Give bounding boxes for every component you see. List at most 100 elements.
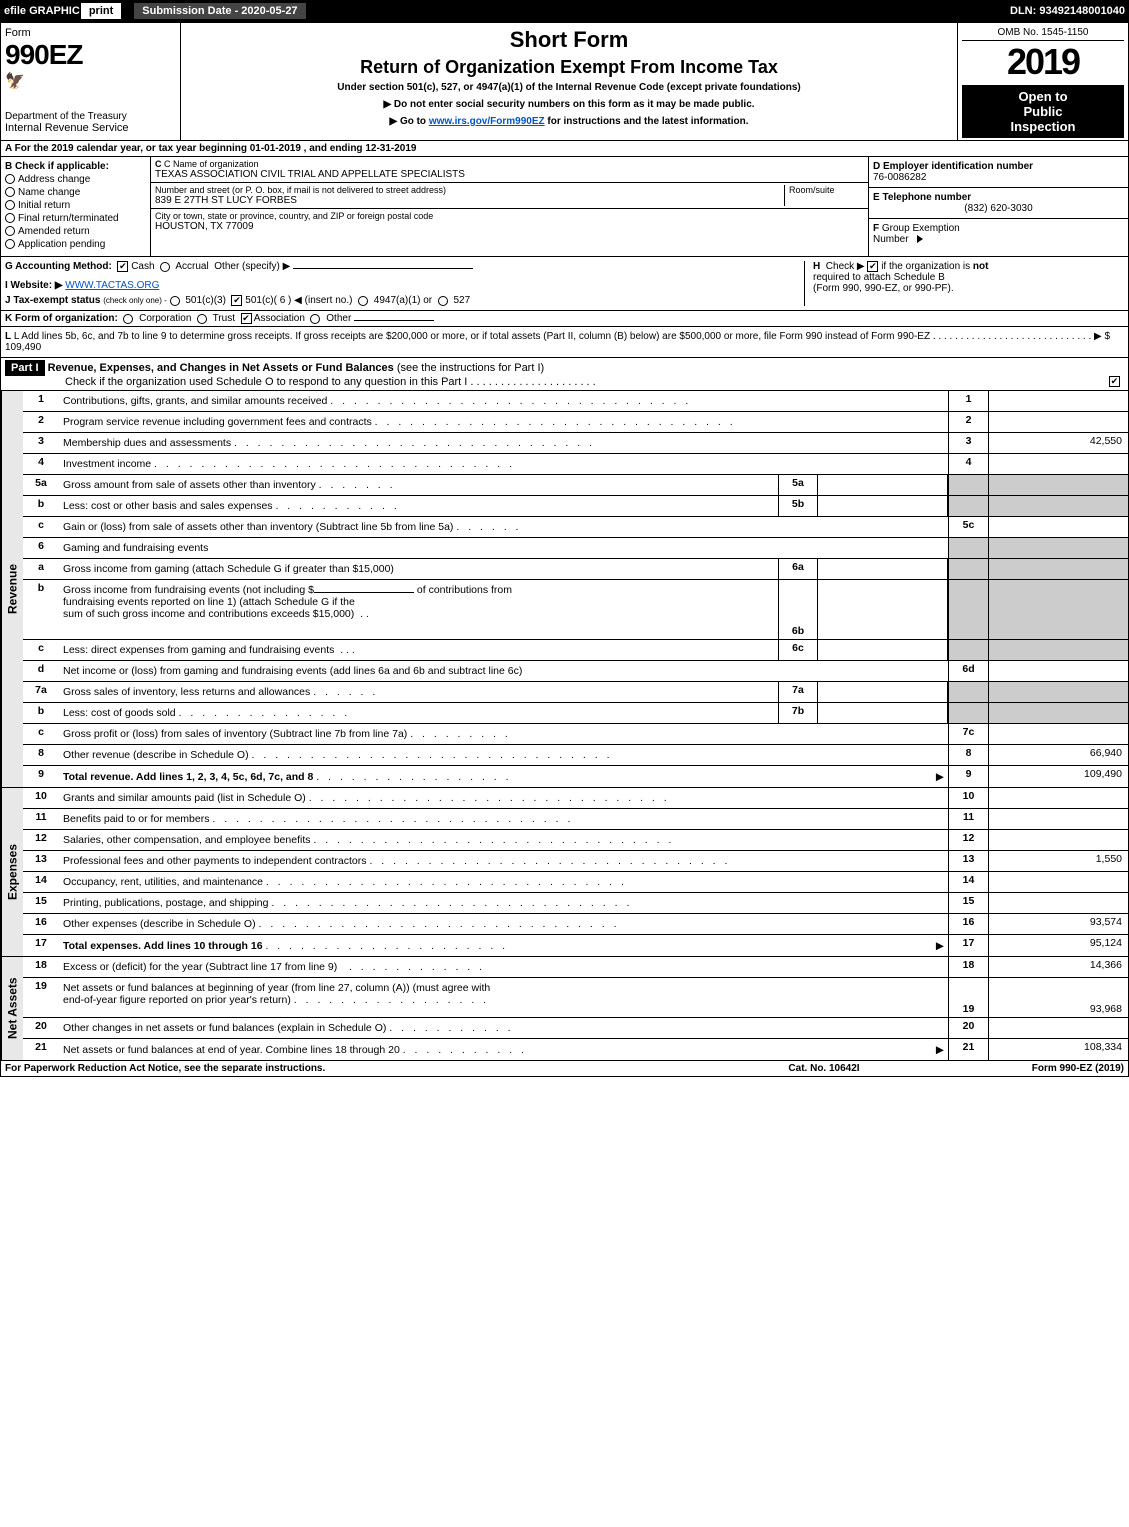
dept-treasury: Department of the Treasury [5,111,176,122]
expenses-table: Expenses 10Grants and similar amounts pa… [0,788,1129,957]
city-label: City or town, state or province, country… [155,211,864,221]
line-14: 14Occupancy, rent, utilities, and mainte… [23,872,1128,893]
footer-right: Form 990-EZ (2019) [924,1063,1124,1074]
chk-amended-return[interactable]: Amended return [5,226,146,237]
l9-amount: 109,490 [988,766,1128,787]
l17-amount: 95,124 [988,935,1128,956]
chk-schedule-o[interactable] [1109,376,1120,387]
street-label: Number and street (or P. O. box, if mail… [155,185,784,195]
chk-assoc[interactable] [241,313,252,324]
chk-501c3[interactable] [170,296,180,306]
part-1-badge: Part I [5,360,45,376]
side-label-revenue: Revenue [1,391,23,787]
line-6: 6Gaming and fundraising events [23,538,1128,559]
l8-amount: 66,940 [988,745,1128,765]
chk-initial-return[interactable]: Initial return [5,200,146,211]
section-j-tax-status: J Tax-exempt status (check only one) - 5… [5,295,804,306]
irs-link[interactable]: www.irs.gov/Form990EZ [429,116,545,127]
page-footer: For Paperwork Reduction Act Notice, see … [0,1061,1129,1077]
line-21: 21Net assets or fund balances at end of … [23,1039,1128,1060]
line-15: 15Printing, publications, postage, and s… [23,893,1128,914]
chk-schedule-b[interactable] [867,261,878,272]
l13-amount: 1,550 [988,851,1128,871]
efile-label: efile GRAPHIC [4,5,80,17]
city-value: HOUSTON, TX 77009 [155,221,864,232]
section-b-checkboxes: B Check if applicable: Address change Na… [1,157,151,256]
chk-4947[interactable] [358,296,368,306]
print-button[interactable]: print [80,2,122,20]
chk-cash[interactable] [117,261,128,272]
revenue-table: Revenue 1Contributions, gifts, grants, a… [0,391,1129,788]
l14-amount [988,872,1128,892]
omb-number: OMB No. 1545-1150 [962,25,1124,41]
section-i-website: I Website: ▶ WWW.TACTAS.ORG [5,280,804,291]
street-value: 839 E 27TH ST LUCY FORBES [155,195,784,206]
line-8: 8Other revenue (describe in Schedule O) … [23,745,1128,766]
footer-left: For Paperwork Reduction Act Notice, see … [5,1063,724,1074]
l12-amount [988,830,1128,850]
section-k-form-org: K Form of organization: Corporation Trus… [0,311,1129,327]
line-17: 17Total expenses. Add lines 10 through 1… [23,935,1128,956]
line-11: 11Benefits paid to or for members . . . … [23,809,1128,830]
line-19: 19Net assets or fund balances at beginni… [23,978,1128,1018]
l5c-amount [988,517,1128,537]
treasury-logo-icon: 🦅 [5,71,176,91]
l10-amount [988,788,1128,808]
chk-accrual[interactable] [160,262,170,272]
website-link[interactable]: WWW.TACTAS.ORG [65,280,159,291]
line-13: 13Professional fees and other payments t… [23,851,1128,872]
line-7b: bLess: cost of goods sold . . . . . . . … [23,703,1128,724]
go-to-line: ▶ Go to www.irs.gov/Form990EZ for instru… [185,116,953,127]
c-name-label: C C Name of organization [155,159,864,169]
form-number: 990EZ [5,39,176,71]
section-c-org: C C Name of organization TEXAS ASSOCIATI… [151,157,868,256]
chk-527[interactable] [438,296,448,306]
chk-501c[interactable] [231,295,242,306]
section-g-accounting: G Accounting Method: Cash Accrual Other … [5,261,804,272]
room-label: Room/suite [789,185,864,195]
side-label-expenses: Expenses [1,788,23,956]
line-6c: cLess: direct expenses from gaming and f… [23,640,1128,661]
chk-corp[interactable] [123,314,133,324]
chk-other-org[interactable] [310,314,320,324]
l20-amount [988,1018,1128,1038]
part-1-check-line: Check if the organization used Schedule … [65,376,467,388]
l11-amount [988,809,1128,829]
chk-trust[interactable] [197,314,207,324]
section-f-label: F Group ExemptionNumber [873,223,1124,245]
section-d-label: D Employer identification number [873,161,1124,172]
line-5a: 5aGross amount from sale of assets other… [23,475,1128,496]
line-10: 10Grants and similar amounts paid (list … [23,788,1128,809]
net-assets-table: Net Assets 18Excess or (deficit) for the… [0,957,1129,1061]
l16-amount: 93,574 [988,914,1128,934]
footer-center: Cat. No. 10642I [724,1063,924,1074]
section-a-tax-year: A For the 2019 calendar year, or tax yea… [0,141,1129,157]
chk-final-return[interactable]: Final return/terminated [5,213,146,224]
l21-amount: 108,334 [988,1039,1128,1060]
org-name: TEXAS ASSOCIATION CIVIL TRIAL AND APPELL… [155,169,864,180]
line-1: 1Contributions, gifts, grants, and simil… [23,391,1128,412]
phone-value: (832) 620-3030 [873,203,1124,214]
l1-amount [988,391,1128,411]
entity-block: B Check if applicable: Address change Na… [0,157,1129,257]
l19-amount: 93,968 [988,978,1128,1017]
under-section: Under section 501(c), 527, or 4947(a)(1)… [185,82,953,93]
header-center: Short Form Return of Organization Exempt… [181,23,958,140]
header-left: Form 990EZ 🦅 Department of the Treasury … [1,23,181,140]
irs-label: Internal Revenue Service [5,122,176,134]
line-6b: bGross income from fundraising events (n… [23,580,1128,640]
submission-date-badge: Submission Date - 2020-05-27 [134,3,305,19]
chk-name-change[interactable]: Name change [5,187,146,198]
line-7c: cGross profit or (loss) from sales of in… [23,724,1128,745]
line-20: 20Other changes in net assets or fund ba… [23,1018,1128,1039]
chk-address-change[interactable]: Address change [5,174,146,185]
part-1-hint: (see the instructions for Part I) [397,362,544,374]
line-5b: bLess: cost or other basis and sales exp… [23,496,1128,517]
section-e-label: E Telephone number [873,192,1124,203]
line-18: 18Excess or (deficit) for the year (Subt… [23,957,1128,978]
line-6d: dNet income or (loss) from gaming and fu… [23,661,1128,682]
side-label-net-assets: Net Assets [1,957,23,1060]
line-16: 16Other expenses (describe in Schedule O… [23,914,1128,935]
section-h: H Check ▶ if the organization is not req… [804,261,1124,306]
chk-application-pending[interactable]: Application pending [5,239,146,250]
